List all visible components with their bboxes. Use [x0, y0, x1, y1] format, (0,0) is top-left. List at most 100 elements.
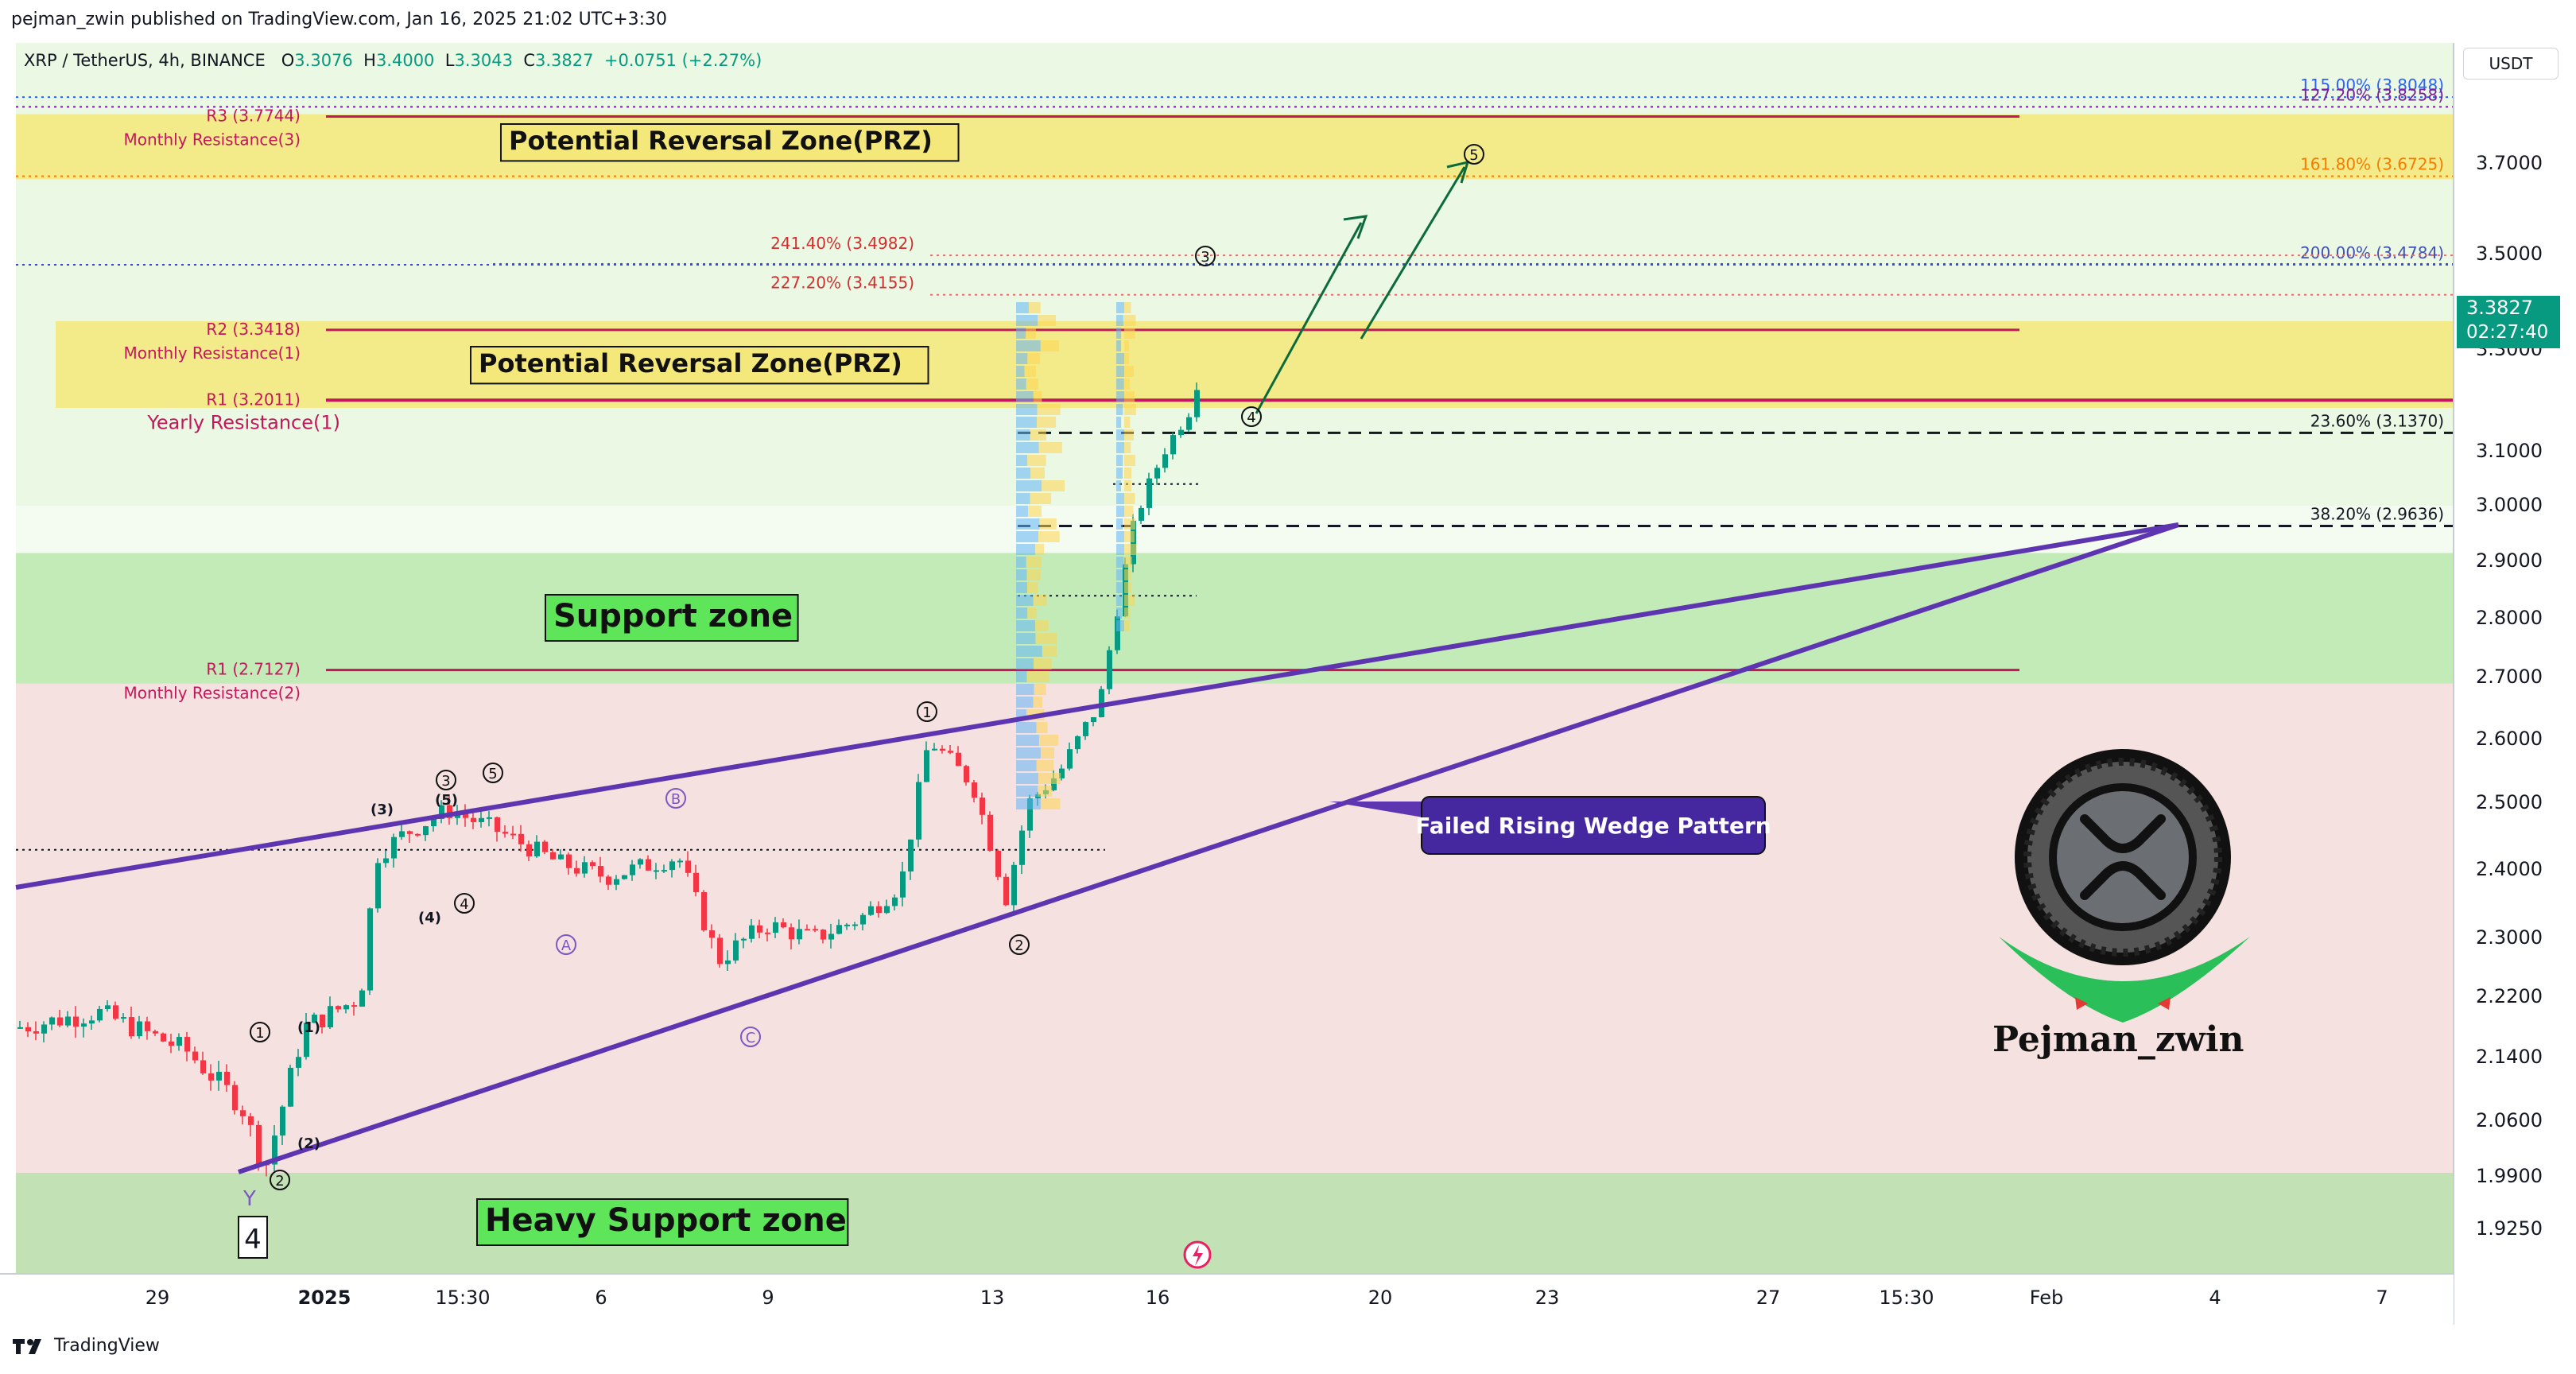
vp-bar [1016, 315, 1038, 326]
wave-2b-circle [1009, 934, 1030, 955]
vp-bar [1124, 557, 1132, 568]
vp-bar [1016, 544, 1036, 555]
wave-3b-text: 3 [1201, 249, 1209, 266]
vp-bar [1016, 697, 1034, 708]
time-tick-label: 29 [145, 1287, 170, 1309]
wave-4b: 4 [1241, 406, 1262, 427]
vp-bar [1016, 658, 1034, 670]
candle-body [932, 748, 937, 751]
candle-body [224, 1071, 230, 1085]
vp-bar [1116, 620, 1125, 631]
candle-body [582, 862, 588, 874]
wave-2b-text: 2 [1014, 937, 1023, 954]
candle-body [502, 832, 508, 834]
open-value: 3.3076 [294, 51, 353, 70]
candle-body [312, 1015, 317, 1023]
wave-3a-text: 3 [441, 773, 450, 790]
heavy-support-label-box [476, 1198, 849, 1246]
vp-bar [1124, 340, 1130, 351]
wave-c: C [740, 1027, 761, 1047]
price-tick-label: 1.9250 [2476, 1217, 2543, 1240]
time-tick-label: 15:30 [1879, 1287, 1934, 1309]
symbol-name[interactable]: XRP / TetherUS, 4h, BINANCE [24, 51, 266, 70]
vp-bar [1016, 340, 1041, 351]
vp-bar [1024, 366, 1037, 377]
candle-body [725, 960, 731, 965]
wave-1a-text: 1 [255, 1025, 264, 1042]
candle-body [336, 1006, 341, 1010]
vp-bar [1016, 569, 1027, 580]
candle-body [1083, 722, 1088, 736]
vp-bar [1124, 302, 1131, 313]
vp-bar [1016, 506, 1029, 517]
candle-body [860, 914, 866, 925]
vp-bar [1116, 518, 1123, 530]
vp-bar [1116, 544, 1127, 555]
prz-lower-label-text: Potential Reversal Zone(PRZ) [479, 348, 902, 378]
candle-body [1027, 798, 1033, 831]
upper-band [16, 43, 2454, 506]
vp-bar [1016, 366, 1025, 377]
vp-bar [1016, 518, 1040, 530]
publisher-line: pejman_zwin published on TradingView.com… [11, 10, 668, 29]
vp-bar [1033, 595, 1047, 606]
candle-body [821, 930, 826, 940]
wave-a-text: A [561, 937, 572, 954]
tradingview-logo[interactable]: TradingView [11, 1336, 160, 1356]
price-tick-label: 2.9000 [2476, 549, 2543, 572]
vp-bar [1040, 747, 1055, 759]
zone-heavy-support [16, 1173, 2454, 1274]
candle-body [773, 922, 778, 933]
price-tick-label: 2.8000 [2476, 607, 2543, 629]
price-tick-label: 3.1000 [2476, 440, 2543, 462]
candle-body [97, 1008, 103, 1021]
candle-body [844, 924, 850, 926]
wave-2a-circle [270, 1170, 290, 1190]
vp-bar [1038, 773, 1061, 784]
zone-prz-lower [56, 321, 2454, 408]
candle-body [558, 854, 564, 860]
coin-base [1999, 937, 2250, 1023]
event-marker [1183, 1240, 1212, 1269]
pattern-box [1421, 796, 1766, 855]
vp-bar [1124, 518, 1136, 530]
vp-bar [1016, 773, 1039, 784]
vp-bar [1034, 684, 1046, 695]
wave-1b-circle [917, 701, 937, 722]
candle-body [1162, 454, 1168, 468]
candle-body [145, 1021, 150, 1031]
vp-bar [1016, 684, 1034, 695]
candle-body [415, 833, 421, 836]
candle-body [892, 897, 898, 906]
candle-body [598, 866, 603, 877]
candle-body [654, 870, 659, 872]
vp-bar [1016, 798, 1041, 809]
candle-body [749, 925, 755, 939]
vp-bar [1016, 493, 1030, 504]
candle-body [1115, 616, 1120, 650]
vp-bar [1038, 442, 1062, 453]
vp-bar [1027, 455, 1046, 466]
candle-body [161, 1033, 166, 1042]
fib-label-3: 200.00% (3.4784) [2300, 243, 2444, 262]
wave-1b: 1 [917, 701, 937, 722]
time-tick-label: 15:30 [435, 1287, 490, 1309]
vp-bar [1124, 595, 1135, 606]
candle-body [1186, 417, 1192, 430]
wave-2a-text: 2 [275, 1173, 284, 1190]
candle-body [987, 814, 993, 851]
vp-bar [1116, 582, 1123, 593]
wave-3a-circle [436, 770, 456, 790]
candle-body [495, 817, 500, 833]
vp-bar [1124, 442, 1131, 453]
candle-body [343, 1005, 349, 1010]
time-tick-label: 7 [2376, 1287, 2388, 1309]
candle-body [65, 1016, 71, 1026]
level-label-0: R3 (3.7744) [206, 106, 301, 125]
candle-body [693, 872, 699, 893]
candle-body [463, 813, 468, 818]
vp-bar [1039, 518, 1057, 530]
candle-body [677, 860, 683, 863]
currency-button[interactable]: USDT [2463, 48, 2559, 80]
